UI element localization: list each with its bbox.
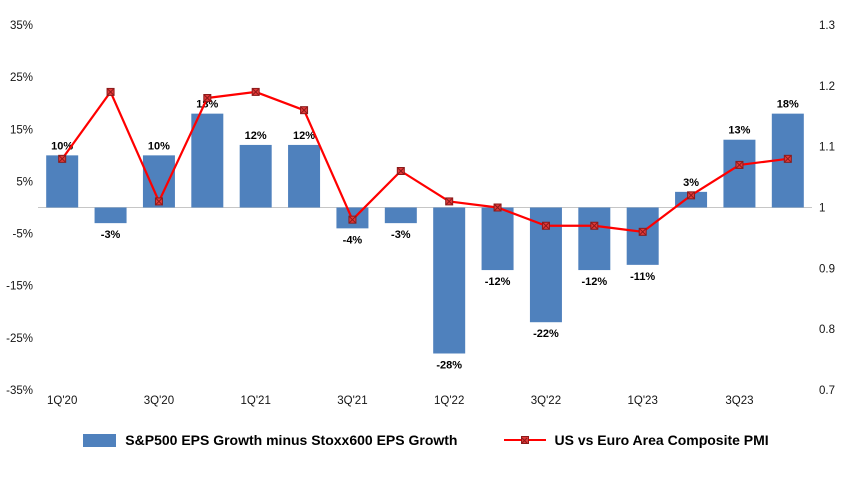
pmi-marker-icon — [520, 436, 529, 444]
bar-data-label: -28% — [436, 360, 462, 372]
bar-data-label: -12% — [581, 276, 607, 288]
eps-bar — [626, 207, 659, 265]
pmi-line — [61, 90, 789, 233]
x-axis-tick-label: 1Q'22 — [434, 395, 464, 407]
bar-data-label: -3% — [101, 229, 121, 241]
pmi-marker — [106, 87, 115, 96]
eps-bar — [384, 207, 417, 224]
pmi-marker — [638, 227, 647, 236]
bar-data-label: -11% — [630, 271, 655, 283]
left-axis-tick-label: 35% — [10, 20, 33, 32]
bar-data-label: -22% — [533, 328, 559, 340]
legend-item-eps-growth: S&P500 EPS Growth minus Stoxx600 EPS Gro… — [83, 432, 458, 448]
eps-bar — [578, 207, 611, 271]
x-axis-tick-label: 1Q'23 — [628, 395, 658, 407]
pmi-marker — [493, 203, 502, 212]
bar-data-label: 10% — [148, 140, 170, 152]
x-axis-tick-label: 3Q23 — [725, 395, 753, 407]
right-axis-tick-label: 1.1 — [819, 142, 835, 154]
eps-bar — [433, 207, 466, 354]
pmi-marker — [300, 106, 309, 115]
eps-bar — [94, 207, 127, 224]
x-axis-tick-label: 1Q'21 — [241, 395, 271, 407]
left-axis-tick-label: -35% — [6, 385, 33, 397]
bar-data-label: 13% — [728, 125, 750, 137]
pmi-marker — [541, 221, 550, 230]
right-axis-tick-label: 0.9 — [819, 263, 835, 275]
left-axis-tick-label: 5% — [16, 176, 33, 188]
eps-bar — [46, 155, 79, 208]
pmi-marker — [154, 197, 163, 206]
left-axis-tick-label: 15% — [10, 124, 33, 136]
bar-data-label: 3% — [683, 177, 699, 189]
x-axis-tick-label: 1Q'20 — [47, 395, 77, 407]
right-axis-tick-label: 1.2 — [819, 81, 835, 93]
left-axis-tick-label: 25% — [10, 72, 33, 84]
left-axis-tick-label: -5% — [13, 229, 33, 241]
chart-legend: S&P500 EPS Growth minus Stoxx600 EPS Gro… — [0, 432, 852, 448]
chart-plot-area: 35% 25% 15% 5% -5% -15% -25% -35% 1.3 1.2 1.1 1 0.9 0… — [6, 20, 835, 407]
right-axis-tick-label: 1.3 — [819, 20, 835, 32]
pmi-marker — [783, 154, 792, 163]
pmi-marker — [687, 191, 696, 200]
eps-bar — [288, 144, 321, 208]
bar-data-label: 12% — [293, 130, 315, 142]
bar-data-label: 12% — [245, 130, 267, 142]
x-axis-tick-label: 3Q'20 — [144, 395, 174, 407]
eps-bar — [239, 144, 272, 208]
eps-bar — [723, 139, 756, 208]
x-axis-tick-label: 3Q'22 — [531, 395, 561, 407]
legend-item-pmi: US vs Euro Area Composite PMI — [503, 432, 769, 448]
legend-label-pmi: US vs Euro Area Composite PMI — [554, 432, 769, 448]
eps-bar — [191, 113, 224, 208]
pmi-marker — [251, 87, 260, 96]
pmi-marker — [58, 154, 67, 163]
bar-data-label: 18% — [777, 99, 799, 111]
eps-bar-swatch — [83, 433, 117, 447]
pmi-line-swatch — [503, 433, 546, 447]
pmi-marker — [735, 160, 744, 169]
left-axis-tick-label: -25% — [6, 333, 33, 345]
pmi-marker — [396, 167, 405, 175]
pmi-marker — [348, 215, 357, 224]
legend-label-eps-growth: S&P500 EPS Growth minus Stoxx600 EPS Gro… — [125, 432, 458, 448]
left-axis-tick-label: -15% — [6, 281, 33, 293]
right-axis-tick-label: 0.7 — [819, 385, 835, 397]
pmi-marker — [590, 221, 599, 230]
bar-data-label: -3% — [391, 229, 411, 241]
pmi-marker — [203, 94, 212, 102]
x-axis-tick-label: 3Q'21 — [337, 395, 367, 407]
right-axis-tick-label: 0.8 — [819, 324, 835, 336]
bar-data-label: -12% — [485, 276, 511, 288]
right-axis-tick-label: 1 — [819, 203, 825, 215]
eps-bar — [481, 207, 514, 271]
bar-data-label: -4% — [343, 234, 363, 246]
pmi-marker — [445, 197, 454, 206]
eps-bar — [675, 191, 708, 208]
